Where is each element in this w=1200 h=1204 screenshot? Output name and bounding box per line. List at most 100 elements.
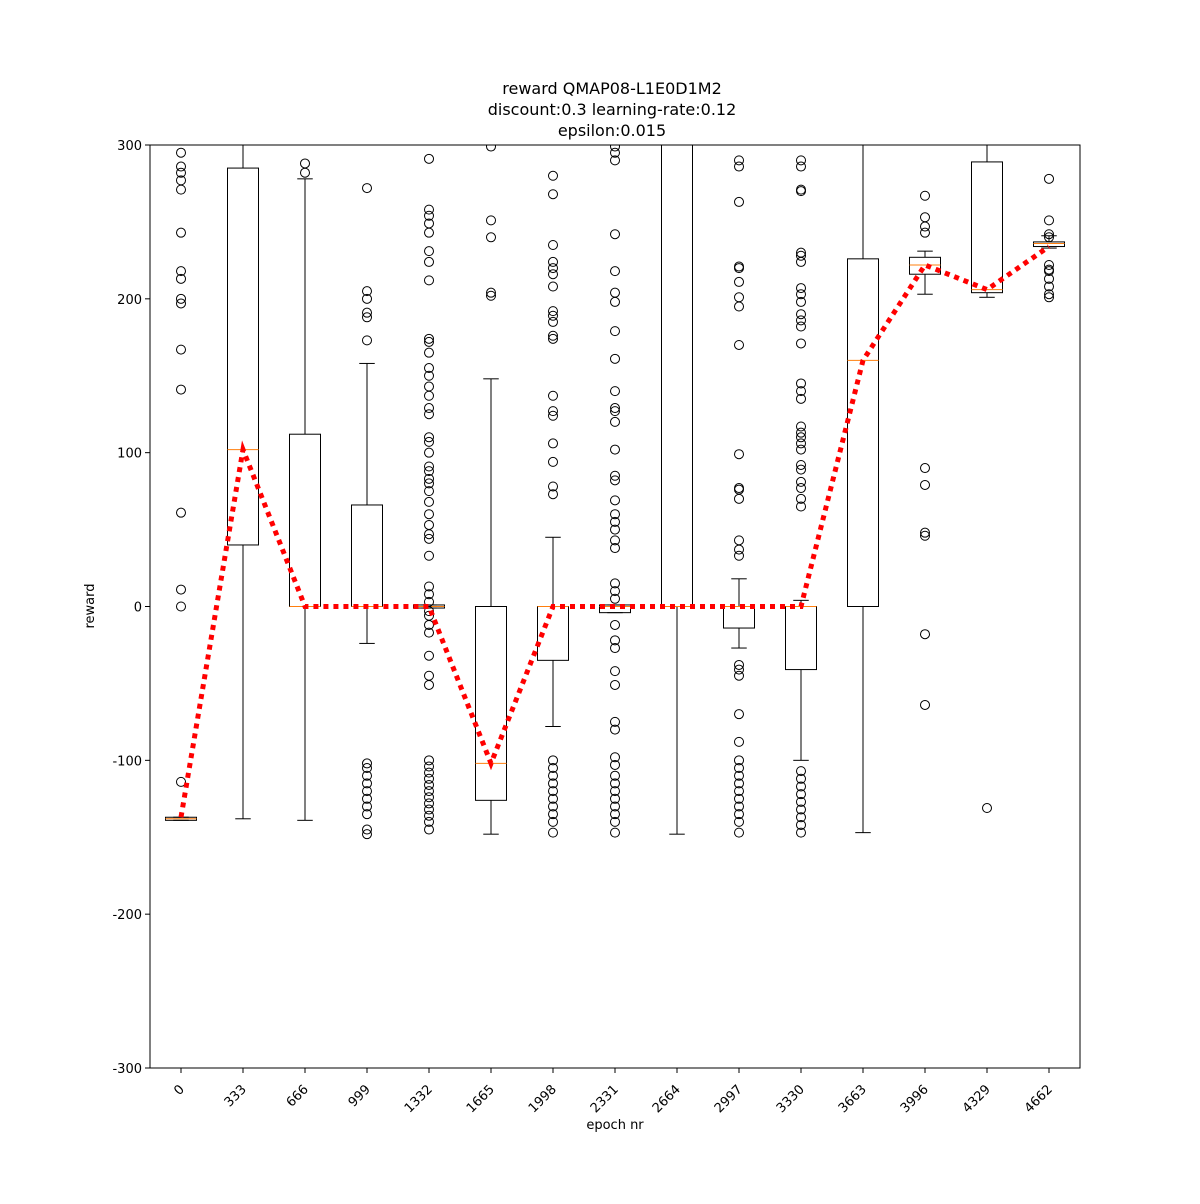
outlier	[610, 770, 620, 781]
outlier	[796, 321, 806, 332]
outlier	[424, 153, 434, 164]
outlier	[734, 301, 744, 312]
outlier	[796, 796, 806, 807]
outlier	[734, 736, 744, 747]
outlier	[610, 619, 620, 630]
outlier	[176, 184, 186, 195]
outlier	[1044, 215, 1054, 226]
outlier	[548, 778, 558, 789]
outlier	[610, 416, 620, 427]
outlier	[796, 256, 806, 267]
outlier	[362, 786, 372, 797]
outlier	[610, 296, 620, 307]
outlier	[796, 464, 806, 475]
outlier	[734, 786, 744, 797]
outlier	[548, 410, 558, 421]
outlier	[796, 283, 806, 294]
box	[1033, 241, 1065, 248]
box	[661, 145, 693, 607]
outlier	[548, 406, 558, 417]
outlier	[548, 809, 558, 820]
outlier	[610, 326, 620, 337]
outlier	[610, 145, 620, 152]
outlier	[362, 293, 372, 304]
outlier	[424, 619, 434, 630]
outlier	[734, 292, 744, 303]
outlier	[362, 829, 372, 840]
outlier	[610, 543, 620, 554]
outlier	[610, 586, 620, 597]
outlier	[610, 147, 620, 158]
outlier	[548, 770, 558, 781]
outlier	[796, 315, 806, 326]
y-tick-label: -100	[112, 754, 142, 769]
outlier	[796, 393, 806, 404]
outlier	[920, 699, 930, 710]
outlier	[734, 770, 744, 781]
outlier	[734, 809, 744, 820]
outlier	[920, 629, 930, 640]
outlier	[610, 593, 620, 604]
outlier	[610, 679, 620, 690]
outlier	[796, 378, 806, 389]
outlier	[548, 333, 558, 344]
outlier	[424, 370, 434, 381]
outlier	[796, 386, 806, 397]
box	[475, 606, 507, 801]
outlier	[176, 344, 186, 355]
outlier	[548, 281, 558, 292]
outlier	[734, 161, 744, 172]
outlier	[610, 524, 620, 535]
outlier	[486, 287, 496, 298]
y-tick-label: 300	[117, 139, 142, 154]
y-tick-label: 100	[117, 447, 142, 462]
outlier	[610, 386, 620, 397]
x-tick-label: 2331	[588, 1082, 622, 1116]
outlier	[424, 333, 434, 344]
outlier	[176, 147, 186, 158]
outlier	[796, 250, 806, 261]
chart-title: discount:0.3 learning-rate:0.12	[488, 100, 737, 119]
outlier	[176, 776, 186, 787]
outlier	[176, 601, 186, 612]
x-tick-label: 1998	[526, 1082, 560, 1116]
outlier	[610, 793, 620, 804]
outlier	[424, 256, 434, 267]
outlier	[424, 773, 434, 784]
outlier	[424, 204, 434, 215]
outlier	[796, 766, 806, 777]
outlier	[610, 509, 620, 520]
outlier	[176, 167, 186, 178]
outlier	[796, 289, 806, 300]
outlier	[796, 501, 806, 512]
outlier	[610, 809, 620, 820]
outlier	[176, 273, 186, 284]
outlier	[796, 819, 806, 830]
x-tick-label: 0	[171, 1082, 187, 1098]
outlier	[610, 827, 620, 838]
outlier	[734, 544, 744, 555]
outlier	[610, 752, 620, 763]
outlier	[424, 390, 434, 401]
outlier	[734, 778, 744, 789]
outlier	[362, 286, 372, 297]
outlier	[362, 770, 372, 781]
outlier	[796, 186, 806, 197]
outlier	[796, 421, 806, 432]
outlier	[734, 550, 744, 561]
outlier	[1044, 173, 1054, 184]
outlier	[734, 339, 744, 350]
outlier	[796, 427, 806, 438]
outlier	[424, 627, 434, 638]
outlier	[610, 578, 620, 589]
outlier	[548, 256, 558, 267]
chart-title: epsilon:0.015	[558, 121, 666, 140]
outlier	[796, 773, 806, 784]
outlier	[424, 650, 434, 661]
outlier	[176, 161, 186, 172]
outlier	[920, 527, 930, 538]
outlier	[548, 489, 558, 500]
outlier	[548, 786, 558, 797]
outlier	[424, 496, 434, 507]
outlier	[424, 347, 434, 358]
